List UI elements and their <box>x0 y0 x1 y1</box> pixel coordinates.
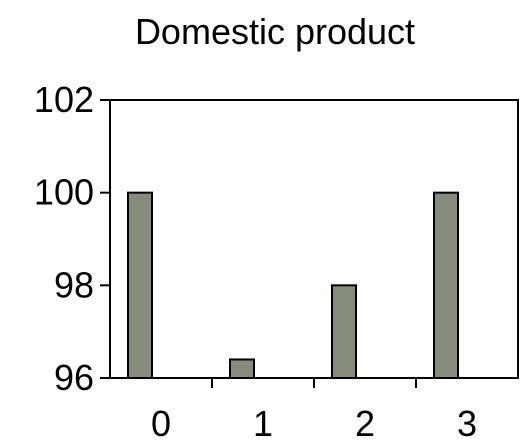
y-tick-label: 98 <box>54 264 94 305</box>
bar-0 <box>127 191 153 379</box>
bar-3 <box>433 191 459 379</box>
x-tick-label: 3 <box>457 403 477 444</box>
y-tick-label: 96 <box>54 357 94 398</box>
bar-2 <box>331 284 357 380</box>
y-tick-label: 100 <box>34 172 94 213</box>
x-tick-label: 0 <box>151 403 171 444</box>
chart-title: Domestic product <box>135 11 415 52</box>
bar-1 <box>229 358 255 380</box>
y-tick-label: 102 <box>34 79 94 120</box>
x-tick-label: 2 <box>355 403 375 444</box>
x-tick-label: 1 <box>253 403 273 444</box>
